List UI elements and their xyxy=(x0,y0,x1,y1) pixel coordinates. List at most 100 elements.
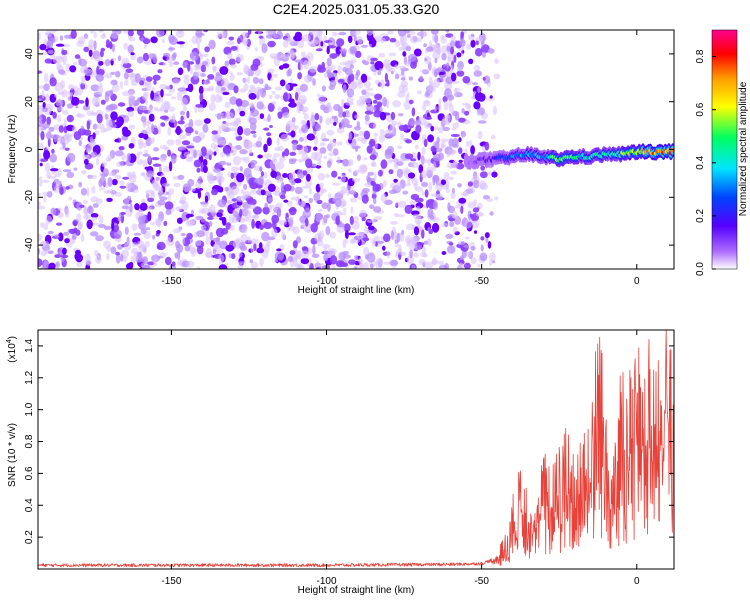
noise-blob xyxy=(373,172,377,182)
noise-blob xyxy=(131,242,138,247)
noise-blob xyxy=(321,138,330,142)
noise-blob xyxy=(164,93,173,97)
noise-blob xyxy=(56,106,64,112)
noise-blob xyxy=(150,190,156,200)
noise-blob xyxy=(211,188,218,196)
noise-blob xyxy=(83,46,89,53)
noise-blob xyxy=(157,69,163,74)
noise-blob xyxy=(110,79,118,86)
noise-blob xyxy=(407,172,416,179)
noise-blob xyxy=(63,231,70,236)
noise-blob xyxy=(38,98,42,102)
noise-blob xyxy=(260,171,264,177)
noise-blob xyxy=(38,85,45,89)
noise-blob xyxy=(207,148,213,155)
noise-blob xyxy=(351,177,361,182)
noise-blob xyxy=(342,84,347,94)
noise-blob xyxy=(166,55,173,63)
colorbar-tick-label: 0.6 xyxy=(695,102,706,116)
noise-blob xyxy=(410,158,417,162)
colorbar: 0.0 0.2 0.4 0.6 0.8 Normalized spectral ampl… xyxy=(695,29,749,276)
noise-blob xyxy=(404,204,413,214)
noise-blob xyxy=(366,219,375,223)
noise-blob xyxy=(162,62,167,66)
noise-blob xyxy=(296,251,302,259)
noise-blob xyxy=(276,248,282,252)
colorbar-label: Normalized spectral amplitude xyxy=(738,81,749,216)
noise-blob xyxy=(119,81,124,89)
noise-blob xyxy=(217,31,220,40)
snr-panel: -150 -100 -50 0 0.2 0.4 0.6 0.8 1.0 1.2 1.4 Height… xyxy=(6,329,675,596)
noise-blob xyxy=(76,87,83,96)
noise-blob xyxy=(110,71,116,75)
noise-blob xyxy=(491,171,498,178)
noise-blob xyxy=(105,39,110,49)
noise-blob xyxy=(164,201,174,210)
noise-blob xyxy=(420,170,427,179)
noise-blob xyxy=(58,69,66,75)
noise-blob xyxy=(119,185,127,189)
noise-blob xyxy=(85,147,92,154)
noise-blob xyxy=(267,236,276,241)
noise-blob xyxy=(38,152,42,162)
noise-blob xyxy=(91,216,98,222)
noise-blob xyxy=(445,179,450,190)
noise-blob xyxy=(184,245,191,252)
spectrogram-y-tick-label: 0 xyxy=(24,146,35,152)
noise-blob xyxy=(91,186,96,194)
noise-blob xyxy=(45,248,49,255)
noise-blob xyxy=(173,61,180,66)
noise-blob xyxy=(487,241,492,249)
noise-blob xyxy=(136,98,141,103)
noise-blob xyxy=(409,35,419,44)
noise-blob xyxy=(83,207,88,216)
noise-blob xyxy=(325,226,331,236)
noise-blob xyxy=(194,130,199,135)
noise-blob xyxy=(373,197,377,205)
noise-blob xyxy=(168,34,176,43)
noise-blob xyxy=(234,145,242,150)
noise-blob xyxy=(150,90,155,100)
noise-blob xyxy=(219,240,228,250)
noise-blob xyxy=(230,166,240,173)
noise-blob xyxy=(323,214,328,224)
noise-blob xyxy=(349,45,357,55)
noise-blob xyxy=(241,223,248,234)
noise-blob xyxy=(413,182,418,190)
noise-blob xyxy=(425,92,430,97)
noise-blob xyxy=(340,262,348,268)
noise-blob xyxy=(441,45,447,54)
noise-blob xyxy=(301,145,309,155)
spectrogram-y-tick-label: 40 xyxy=(24,48,35,60)
noise-blob xyxy=(89,174,98,180)
noise-blob xyxy=(177,228,182,233)
noise-blob xyxy=(401,70,405,75)
noise-blob xyxy=(369,92,375,97)
noise-blob xyxy=(243,156,250,164)
noise-blob xyxy=(466,140,469,148)
noise-blob xyxy=(431,259,440,265)
noise-blob xyxy=(304,135,308,142)
noise-blob xyxy=(283,183,292,192)
noise-blob xyxy=(362,187,370,194)
noise-blob xyxy=(359,209,367,218)
noise-blob xyxy=(44,162,51,173)
noise-blob xyxy=(305,173,311,182)
noise-blob xyxy=(197,42,201,51)
noise-blob xyxy=(434,34,439,44)
noise-blob xyxy=(134,185,139,190)
noise-blob xyxy=(290,83,298,87)
spectrogram-x-tick-label: -100 xyxy=(317,276,337,287)
noise-blob xyxy=(442,126,450,132)
noise-blob xyxy=(232,209,236,216)
noise-blob xyxy=(57,114,62,123)
noise-blob xyxy=(183,151,191,157)
noise-blob xyxy=(130,171,136,179)
noise-blob xyxy=(294,186,303,195)
noise-blob xyxy=(449,40,455,49)
noise-blob xyxy=(215,75,223,81)
noise-blob xyxy=(239,166,243,172)
noise-blob xyxy=(397,200,407,208)
noise-blob xyxy=(210,210,217,217)
noise-blob xyxy=(105,118,113,127)
